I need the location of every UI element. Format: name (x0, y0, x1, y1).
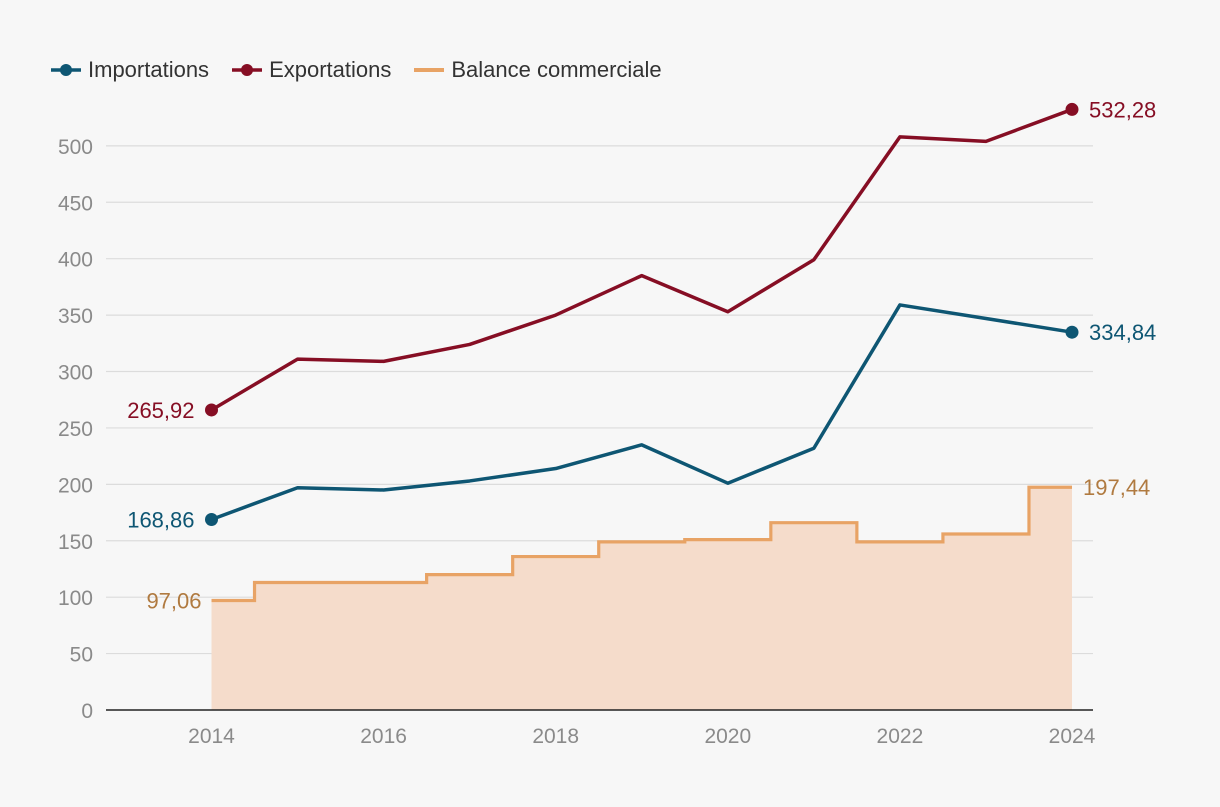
y-tick-label-50: 50 (70, 644, 93, 667)
data-label-balance-start: 97,06 (146, 588, 201, 613)
y-tick-label-0: 0 (81, 700, 93, 723)
legend-item-exportations: Exportations (231, 57, 391, 83)
point-exportations-start (205, 403, 218, 417)
x-tick-label-2016: 2016 (360, 725, 407, 748)
legend-item-balance: Balance commerciale (413, 57, 662, 83)
point-importations-end (1065, 325, 1079, 339)
data-label-balance-end: 197,44 (1083, 475, 1150, 500)
y-tick-label-200: 200 (58, 474, 93, 497)
balance-step-line (211, 485, 1072, 603)
x-tick-label-2024: 2024 (1049, 725, 1096, 748)
y-tick-label-100: 100 (58, 587, 93, 610)
legend-item-importations: Importations (50, 57, 209, 83)
y-tick-label-500: 500 (58, 136, 93, 159)
x-tick-label-2014: 2014 (188, 725, 235, 748)
y-tick-label-150: 150 (58, 531, 93, 554)
data-label-exportations-start: 265,92 (127, 398, 194, 423)
x-tick-label-2020: 2020 (704, 725, 751, 748)
y-tick-label-350: 350 (58, 305, 93, 328)
x-tick-label-2022: 2022 (877, 725, 924, 748)
y-tick-label-300: 300 (58, 362, 93, 385)
legend-label-balance: Balance commerciale (451, 57, 662, 82)
legend: Importations Exportations Balance commer… (50, 54, 662, 86)
point-exportations-end (1065, 102, 1079, 116)
data-label-importations-end: 334,84 (1089, 320, 1156, 345)
legend-label-exportations: Exportations (269, 57, 392, 82)
balance-area (211, 487, 1072, 710)
line-exportations (209, 107, 1074, 412)
line-importations (209, 303, 1074, 522)
y-tick-label-450: 450 (58, 192, 93, 215)
x-tick-label-2018: 2018 (532, 725, 579, 748)
y-tick-label-250: 250 (58, 418, 93, 441)
legend-marker-balance (414, 68, 445, 72)
legend-label-importations: Importations (88, 57, 210, 82)
legend-marker-importations (51, 64, 81, 76)
y-tick-label-400: 400 (58, 249, 93, 272)
data-label-importations-start: 168,86 (127, 507, 194, 532)
point-importations-start (205, 512, 218, 526)
data-label-exportations-end: 532,28 (1089, 97, 1156, 122)
legend-marker-exportations (232, 64, 263, 76)
